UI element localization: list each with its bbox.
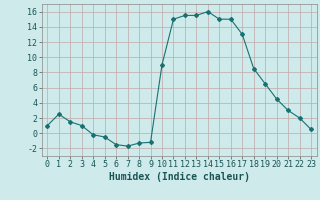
X-axis label: Humidex (Indice chaleur): Humidex (Indice chaleur) (109, 172, 250, 182)
